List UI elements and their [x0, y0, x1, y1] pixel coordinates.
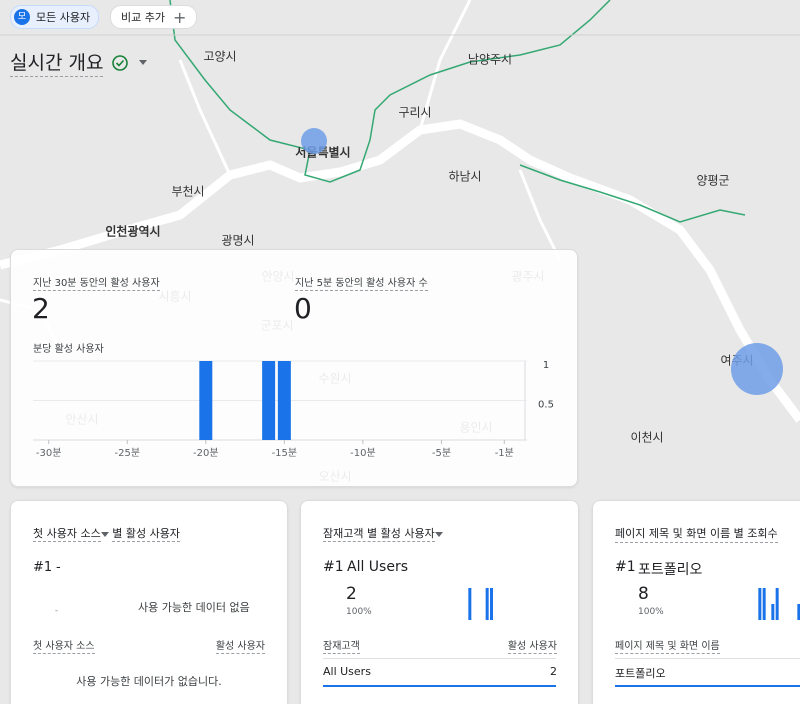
row-name[interactable]: All Users: [323, 665, 371, 678]
title-suffix: 별 활성 사용자: [112, 527, 180, 542]
top-name: 포트폴리오: [638, 562, 703, 578]
empty-chart: 사용 가능한 데이터 없음: [138, 601, 250, 614]
column-header: 페이지 제목 및 화면 이름: [615, 637, 720, 654]
top-rank: #1: [615, 559, 636, 575]
map-label: 고양시: [203, 50, 236, 64]
map-label: 하남시: [448, 170, 481, 184]
top-share: 100%: [638, 607, 664, 617]
top-share: 100%: [346, 607, 372, 617]
audience-label: 모든 사용자: [36, 11, 91, 24]
realtime-card: 지난 30분 동안의 활성 사용자 2 지난 5분 동안의 활성 사용자 수 0…: [10, 249, 578, 487]
page-title[interactable]: 실시간 개요: [10, 48, 104, 77]
user-bubble[interactable]: [301, 128, 327, 154]
column-header: 첫 사용자 소스: [33, 637, 95, 654]
river: [0, 119, 800, 423]
plus-icon: +: [172, 7, 187, 27]
row-divider: [615, 658, 800, 659]
map-label: 구리시: [398, 106, 431, 120]
page-card: 페이지 제목 및 화면 이름 별 조회수 #1 포트폴리오 8 100% 페이지…: [592, 500, 800, 704]
audience-chip[interactable]: 모 모든 사용자: [10, 5, 100, 29]
title-text: 잠재고객 별 활성 사용자: [323, 527, 435, 542]
audience-icon: 모: [14, 9, 30, 25]
audience-card: 잠재고객 별 활성 사용자 #1 All Users 2 100% 잠재고객 활…: [300, 500, 579, 704]
top-value: 8: [638, 584, 649, 604]
dropdown[interactable]: [100, 531, 109, 537]
column-header: 활성 사용자: [507, 637, 557, 654]
column-header: 잠재고객: [323, 637, 360, 654]
compare-button[interactable]: 비교 추가 +: [110, 5, 198, 29]
map-label: 이천시: [630, 430, 663, 445]
metric-label: 지난 5분 동안의 활성 사용자 수: [295, 274, 428, 291]
map-label: 광명시: [221, 234, 254, 248]
top-name: All Users: [347, 559, 409, 575]
card-title: 페이지 제목 및 화면 이름 별 조회수: [615, 525, 778, 543]
metric-label: 지난 30분 동안의 활성 사용자: [33, 274, 160, 291]
map-label: 양평군: [696, 174, 729, 188]
row-name[interactable]: 포트폴리오: [615, 667, 666, 680]
top-rank: #1: [33, 560, 53, 575]
top-value: 2: [346, 584, 357, 604]
metric-value: 2: [32, 292, 50, 325]
row-divider: [323, 658, 556, 659]
map-label: 남양주시: [468, 53, 512, 67]
empty-table: 사용 가능한 데이터가 없습니다.: [76, 675, 222, 688]
metric-value: 0: [294, 292, 312, 325]
card-title[interactable]: 잠재고객 별 활성 사용자: [323, 525, 443, 542]
rail-line: [169, 0, 746, 223]
chart-title: 분당 활성 사용자: [33, 344, 104, 355]
title-dropdown[interactable]: [139, 60, 148, 65]
user-bubble[interactable]: [731, 343, 783, 395]
check-icon: [112, 54, 129, 71]
top-name: -: [56, 560, 61, 575]
map-label: 부천시: [171, 184, 204, 199]
title-row: 실시간 개요: [10, 48, 148, 77]
map-label: 인천광역시: [105, 224, 160, 239]
dimension-picker[interactable]: 첫 사용자 소스: [33, 527, 101, 542]
dropdown[interactable]: [434, 531, 443, 537]
column-header: 활성 사용자: [215, 637, 265, 654]
top-rank: #1: [323, 559, 344, 575]
card-title: 첫 사용자 소스 별 활성 사용자: [33, 525, 180, 542]
first-source-card: 첫 사용자 소스 별 활성 사용자 #1 - - 사용 가능한 데이터 없음 첫…: [10, 500, 288, 704]
row-share-bar: [323, 685, 556, 687]
top-value: -: [55, 606, 58, 615]
compare-label: 비교 추가: [121, 11, 165, 24]
row-value: 2: [550, 665, 557, 678]
row-share-bar: [615, 685, 800, 687]
